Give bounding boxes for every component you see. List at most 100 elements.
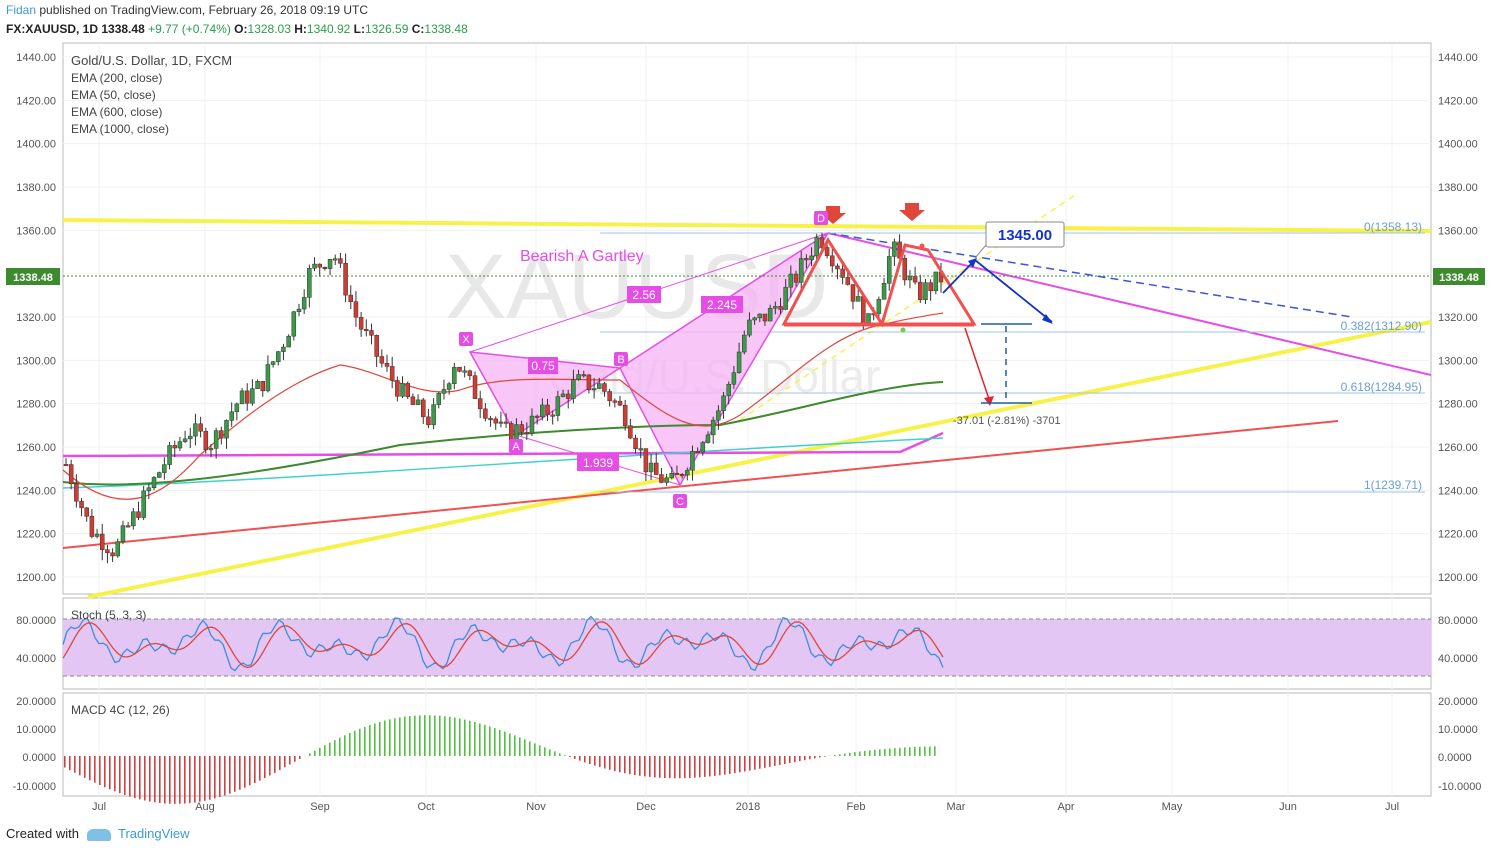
candle-body[interactable] bbox=[317, 263, 322, 268]
candle-body[interactable] bbox=[477, 398, 483, 410]
candle-body[interactable] bbox=[188, 435, 193, 440]
resistance-line[interactable] bbox=[62, 218, 1432, 233]
candle-body[interactable] bbox=[773, 306, 778, 309]
candle-body[interactable] bbox=[446, 383, 452, 390]
candle-body[interactable] bbox=[338, 258, 343, 264]
candle-body[interactable] bbox=[125, 525, 131, 528]
candle-body[interactable] bbox=[664, 477, 669, 483]
candle-body[interactable] bbox=[265, 364, 271, 392]
candle-body[interactable] bbox=[141, 490, 146, 518]
candle-body[interactable] bbox=[653, 462, 659, 475]
candle-body[interactable] bbox=[700, 442, 706, 453]
candle-body[interactable] bbox=[804, 258, 809, 261]
candle-body[interactable] bbox=[260, 380, 265, 392]
candle-body[interactable] bbox=[332, 258, 338, 261]
candle-body[interactable] bbox=[213, 430, 219, 449]
candle-body[interactable] bbox=[876, 299, 882, 314]
candle-body[interactable] bbox=[767, 307, 773, 322]
candle-body[interactable] bbox=[928, 282, 933, 292]
candle-body[interactable] bbox=[286, 335, 291, 348]
candle-body[interactable] bbox=[892, 241, 897, 257]
candle-body[interactable] bbox=[545, 404, 550, 416]
candle-body[interactable] bbox=[244, 390, 250, 404]
macd-pane[interactable] bbox=[62, 692, 1432, 797]
candle-body[interactable] bbox=[457, 366, 462, 372]
candle-body[interactable] bbox=[167, 445, 172, 465]
candle-body[interactable] bbox=[881, 283, 887, 300]
candle-body[interactable] bbox=[690, 450, 695, 471]
candle-body[interactable] bbox=[540, 404, 545, 418]
candle-body[interactable] bbox=[519, 424, 524, 433]
candle-body[interactable] bbox=[384, 362, 390, 367]
candle-body[interactable] bbox=[886, 256, 892, 284]
author-link[interactable]: Fidan bbox=[6, 3, 37, 17]
candle-body[interactable] bbox=[633, 437, 638, 449]
candle-body[interactable] bbox=[747, 319, 752, 336]
candle-body[interactable] bbox=[762, 313, 768, 322]
target-box[interactable] bbox=[985, 221, 1065, 248]
candle-body[interactable] bbox=[659, 474, 664, 483]
candle-body[interactable] bbox=[151, 477, 157, 489]
candle-body[interactable] bbox=[426, 416, 431, 426]
candle-body[interactable] bbox=[224, 420, 229, 439]
candle-body[interactable] bbox=[918, 281, 923, 301]
candle-body[interactable] bbox=[912, 276, 918, 283]
candle-body[interactable] bbox=[602, 383, 607, 392]
candle-body[interactable] bbox=[560, 393, 566, 397]
candle-body[interactable] bbox=[855, 296, 861, 302]
candle-body[interactable] bbox=[498, 421, 504, 424]
candle-body[interactable] bbox=[638, 448, 643, 451]
candle-body[interactable] bbox=[716, 410, 721, 421]
candle-body[interactable] bbox=[798, 258, 804, 283]
candle-body[interactable] bbox=[203, 431, 209, 451]
candle-body[interactable] bbox=[674, 473, 680, 476]
candle-body[interactable] bbox=[788, 273, 794, 288]
candle-body[interactable] bbox=[933, 271, 939, 292]
candle-body[interactable] bbox=[612, 400, 618, 403]
candle-body[interactable] bbox=[850, 284, 856, 302]
candle-body[interactable] bbox=[358, 317, 364, 330]
candle-body[interactable] bbox=[840, 268, 845, 278]
candle-body[interactable] bbox=[162, 464, 167, 473]
candle-body[interactable] bbox=[778, 306, 783, 310]
candle-body[interactable] bbox=[146, 487, 152, 492]
candle-body[interactable] bbox=[208, 448, 214, 451]
candle-body[interactable] bbox=[835, 265, 840, 270]
candle-body[interactable] bbox=[250, 388, 255, 404]
candle-body[interactable] bbox=[84, 507, 89, 517]
candle-body[interactable] bbox=[327, 258, 333, 269]
candle-body[interactable] bbox=[364, 329, 369, 332]
candle-body[interactable] bbox=[534, 415, 540, 418]
candle-body[interactable] bbox=[824, 247, 830, 257]
candle-body[interactable] bbox=[607, 391, 612, 402]
candle-body[interactable] bbox=[830, 255, 835, 267]
candle-body[interactable] bbox=[529, 415, 535, 434]
candle-body[interactable] bbox=[234, 403, 240, 413]
candle-body[interactable] bbox=[571, 379, 576, 399]
candle-body[interactable] bbox=[483, 408, 488, 419]
candle-body[interactable] bbox=[172, 445, 177, 449]
candle-body[interactable] bbox=[742, 334, 747, 353]
candle-body[interactable] bbox=[591, 388, 597, 391]
candle-body[interactable] bbox=[685, 470, 690, 476]
candle-body[interactable] bbox=[695, 450, 700, 453]
candle-body[interactable] bbox=[400, 383, 405, 397]
candle-body[interactable] bbox=[99, 533, 105, 550]
candle-body[interactable] bbox=[555, 396, 561, 416]
candle-body[interactable] bbox=[63, 464, 69, 467]
candle-body[interactable] bbox=[783, 286, 788, 310]
candle-body[interactable] bbox=[509, 423, 514, 441]
candle-body[interactable] bbox=[322, 266, 328, 269]
candle-body[interactable] bbox=[793, 273, 799, 283]
candle-body[interactable] bbox=[177, 441, 183, 449]
red-trend-line[interactable] bbox=[62, 420, 1339, 549]
candle-body[interactable] bbox=[229, 411, 234, 421]
candle-body[interactable] bbox=[462, 370, 467, 373]
candle-body[interactable] bbox=[131, 511, 136, 527]
candle-body[interactable] bbox=[452, 366, 457, 384]
candle-body[interactable] bbox=[467, 370, 473, 376]
candle-body[interactable] bbox=[89, 516, 95, 537]
candle-body[interactable] bbox=[395, 380, 400, 397]
candle-body[interactable] bbox=[389, 366, 395, 381]
candle-body[interactable] bbox=[705, 434, 711, 443]
